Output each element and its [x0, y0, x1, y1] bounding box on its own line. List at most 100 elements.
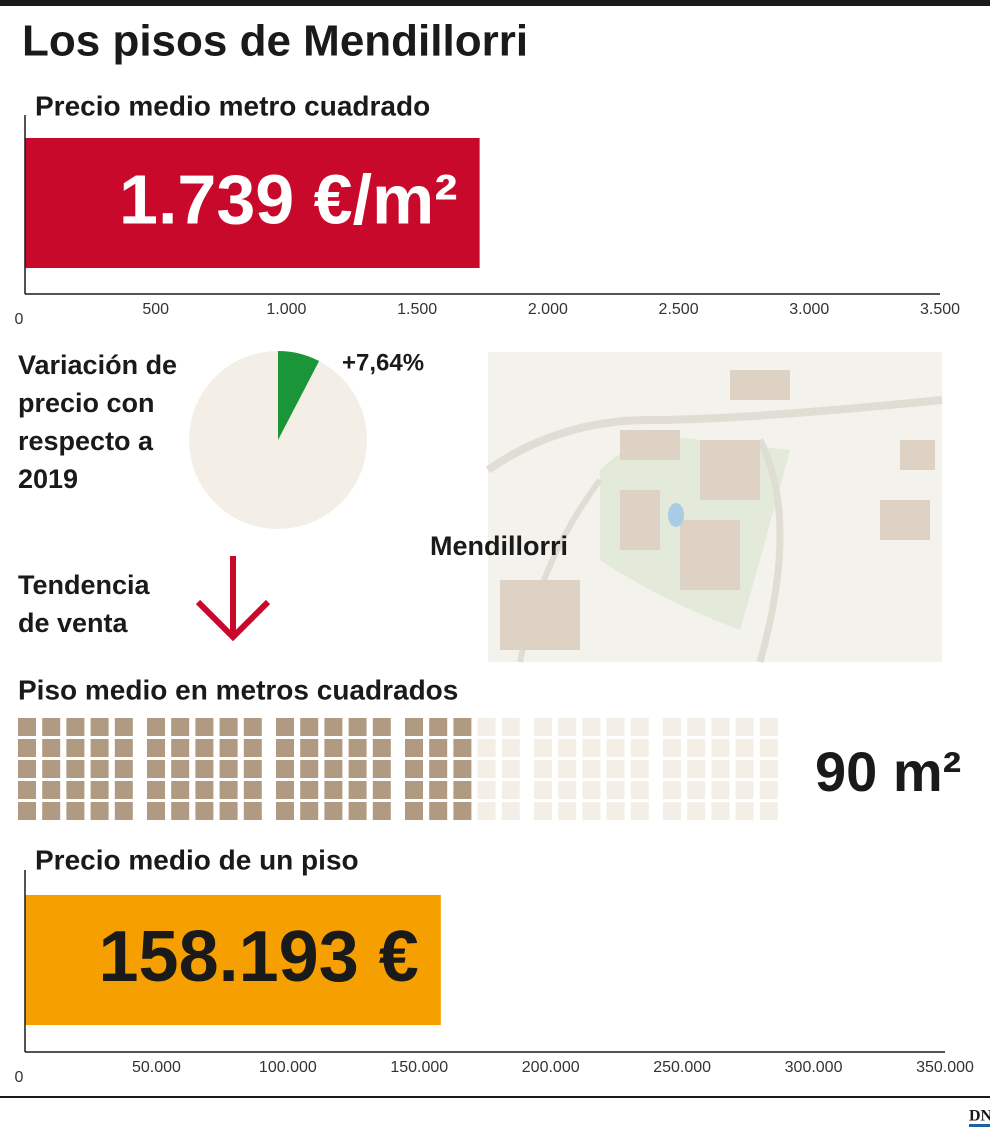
map: Mendillorri — [430, 352, 943, 663]
waffle-cell-empty — [759, 739, 778, 757]
waffle-cell-filled — [42, 739, 61, 757]
waffle-cell-filled — [195, 802, 214, 820]
waffle-cell-filled — [348, 739, 367, 757]
waffle-cell-filled — [372, 760, 391, 778]
waffle-cell-filled — [429, 802, 448, 820]
waffle-cell-filled — [429, 781, 448, 799]
map-label: Mendillorri — [430, 531, 568, 561]
waffle-cell-filled — [171, 739, 190, 757]
waffle-cell-empty — [663, 718, 681, 736]
waffle-cell-filled — [147, 718, 165, 736]
waffle-cell-filled — [42, 802, 61, 820]
waffle-cell-filled — [453, 739, 472, 757]
bar — [25, 138, 480, 268]
waffle-cell-empty — [477, 781, 496, 799]
waffle-cell-empty — [534, 781, 552, 799]
waffle-cell-empty — [534, 802, 552, 820]
waffle-cell-empty — [687, 739, 706, 757]
waffle-cell-filled — [405, 781, 423, 799]
waffle-cell-filled — [171, 718, 190, 736]
waffle-cell-filled — [372, 802, 391, 820]
waffle-cell-empty — [759, 781, 778, 799]
waffle-cell-filled — [453, 760, 472, 778]
waffle-cell-filled — [429, 739, 448, 757]
waffle-cell-filled — [372, 718, 391, 736]
waffle-cell-filled — [348, 802, 367, 820]
x-tick-label: 1.500 — [397, 301, 437, 318]
waffle-cell-filled — [66, 760, 85, 778]
waffle-cell-filled — [300, 760, 319, 778]
waffle-cell-empty — [687, 760, 706, 778]
waffle-cell-filled — [42, 718, 61, 736]
waffle-cell-empty — [582, 802, 601, 820]
top-rule — [0, 0, 990, 6]
chart-title: Precio medio metro cuadrado — [35, 90, 430, 121]
waffle-cell-empty — [534, 739, 552, 757]
logo-underline — [969, 1124, 990, 1127]
waffle-cell-empty — [759, 760, 778, 778]
waffle-cell-filled — [300, 802, 319, 820]
trend-label: Tendencia de venta — [18, 570, 150, 638]
waffle-cell-filled — [324, 760, 343, 778]
waffle-cell-empty — [606, 781, 625, 799]
waffle-cell-filled — [114, 760, 133, 778]
waffle-cell-filled — [147, 781, 165, 799]
waffle-cell-empty — [663, 760, 681, 778]
waffle-cell-empty — [711, 739, 730, 757]
waffle-cell-filled — [171, 781, 190, 799]
waffle-cell-filled — [429, 760, 448, 778]
waffle-cell-empty — [582, 739, 601, 757]
waffle-cell-filled — [276, 802, 294, 820]
waffle-cell-filled — [90, 739, 109, 757]
x-tick-label: 2.500 — [659, 301, 699, 318]
waffle-cell-empty — [735, 802, 754, 820]
waffle-cell-empty — [558, 781, 577, 799]
waffle-cell-empty — [630, 760, 649, 778]
waffle-cell-empty — [501, 760, 520, 778]
waffle-cell-filled — [171, 802, 190, 820]
waffle-cell-empty — [630, 718, 649, 736]
waffle-cell-empty — [711, 781, 730, 799]
x-tick-label: 250.000 — [653, 1059, 711, 1076]
pie-slice — [278, 351, 320, 440]
waffle-cell-empty — [663, 802, 681, 820]
waffle-cell-empty — [606, 802, 625, 820]
waffle-cell-filled — [300, 781, 319, 799]
waffle-cell-filled — [372, 739, 391, 757]
waffle-cell-filled — [348, 718, 367, 736]
waffle-cell-filled — [195, 760, 214, 778]
waffle-cell-filled — [219, 760, 238, 778]
waffle-cell-filled — [324, 739, 343, 757]
waffle-cell-filled — [405, 760, 423, 778]
waffle-cell-filled — [147, 802, 165, 820]
source-logo: DN — [969, 1108, 990, 1125]
waffle-cell-filled — [18, 781, 36, 799]
x-tick-label: 2.000 — [528, 301, 568, 318]
waffle-cell-filled — [171, 760, 190, 778]
waffle-cell-empty — [735, 739, 754, 757]
waffle-cell-empty — [558, 760, 577, 778]
value-label: 90 m² — [815, 740, 961, 803]
waffle-cell-filled — [348, 781, 367, 799]
waffle-cell-empty — [582, 718, 601, 736]
waffle-cell-empty — [558, 802, 577, 820]
waffle-cell-filled — [324, 781, 343, 799]
x-tick-label: 1.000 — [266, 301, 306, 318]
waffle-cell-filled — [114, 802, 133, 820]
waffle-cell-empty — [735, 718, 754, 736]
waffle-cell-filled — [372, 781, 391, 799]
waffle-cell-empty — [558, 718, 577, 736]
waffle-cell-filled — [195, 739, 214, 757]
waffle-cell-filled — [219, 802, 238, 820]
waffle-cell-empty — [501, 781, 520, 799]
waffle-cell-filled — [243, 739, 262, 757]
waffle-cell-empty — [687, 718, 706, 736]
waffle-cell-filled — [453, 718, 472, 736]
waffle-cell-filled — [453, 781, 472, 799]
waffle-cell-filled — [114, 739, 133, 757]
waffle-cell-filled — [18, 760, 36, 778]
waffle-cell-empty — [759, 802, 778, 820]
waffle-cell-filled — [300, 739, 319, 757]
x-tick-label: 50.000 — [132, 1059, 181, 1076]
